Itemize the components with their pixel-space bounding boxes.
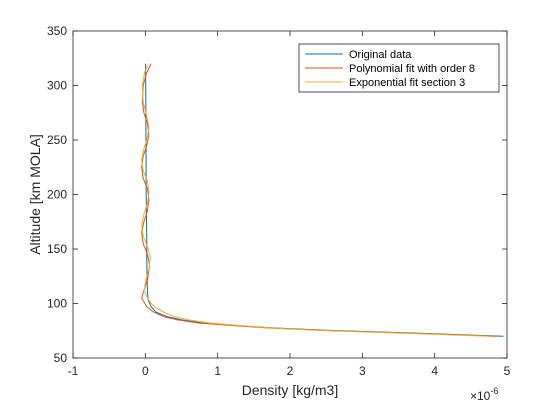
y-tick-label: 150 [47, 242, 67, 256]
legend-label: Original data [349, 49, 412, 61]
x-tick-label: -1 [68, 364, 79, 378]
y-tick-label: 200 [47, 188, 67, 202]
legend-label: Exponential fit section 3 [349, 77, 465, 89]
x-tick-label: 5 [504, 364, 511, 378]
y-tick-label: 100 [47, 297, 67, 311]
y-tick-label: 300 [47, 79, 67, 93]
legend: Original data Polynomial fit with order … [299, 44, 499, 92]
legend-label: Polynomial fit with order 8 [349, 63, 475, 75]
x-axis-exponent-base: ×10 [470, 389, 491, 403]
x-axis-exponent-power: -6 [490, 386, 498, 396]
x-tick-label: 0 [142, 364, 149, 378]
y-tick-label: 250 [47, 133, 67, 147]
x-tick-label: 1 [214, 364, 221, 378]
y-tick-label: 50 [54, 351, 68, 365]
x-tick-label: 2 [287, 364, 294, 378]
x-axis-exponent: ×10-6 [470, 386, 498, 403]
x-axis-label: Density [kg/m3] [242, 382, 338, 398]
x-tick-label: 3 [359, 364, 366, 378]
y-tick-label: 350 [47, 24, 67, 38]
x-tick-label: 4 [431, 364, 438, 378]
y-axis-label: Altitude [km MOLA] [27, 134, 43, 255]
